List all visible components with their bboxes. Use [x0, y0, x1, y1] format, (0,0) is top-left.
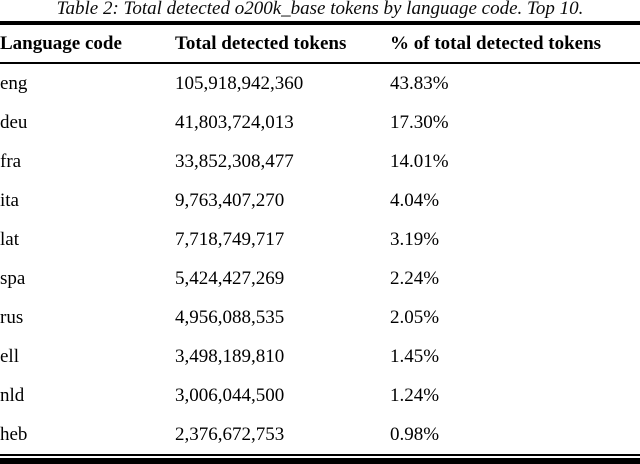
- tokens-cell: 4,956,088,535: [175, 306, 285, 328]
- percent-cell: 1.24%: [390, 384, 440, 406]
- table-row: nld 3,006,044,500 1.24%: [0, 376, 640, 415]
- table-top-rule: [0, 21, 640, 25]
- table-caption: Table 2: Total detected o200k_base token…: [56, 0, 584, 19]
- table-row: eng 105,918,942,360 43.83%: [0, 63, 640, 103]
- tokens-cell: 33,852,308,477: [175, 150, 294, 172]
- table-row: ell 3,498,189,810 1.45%: [0, 337, 640, 376]
- percent-cell: 17.30%: [390, 111, 449, 133]
- language-code-cell: rus: [0, 306, 24, 328]
- percent-cell: 1.45%: [390, 345, 440, 367]
- language-code-cell: ell: [0, 345, 19, 367]
- percent-cell: 2.24%: [390, 267, 440, 289]
- tokens-cell: 2,376,672,753: [175, 423, 285, 445]
- tokens-cell: 41,803,724,013: [175, 111, 294, 133]
- percent-cell: 14.01%: [390, 150, 449, 172]
- table-row: fra 33,852,308,477 14.01%: [0, 142, 640, 181]
- language-code-cell: lat: [0, 228, 19, 250]
- tokens-cell: 9,763,407,270: [175, 189, 285, 211]
- language-code-cell: heb: [0, 423, 28, 445]
- table-row: lat 7,718,749,717 3.19%: [0, 220, 640, 259]
- table-row: ita 9,763,407,270 4.04%: [0, 181, 640, 220]
- percent-cell: 43.83%: [390, 72, 449, 94]
- percent-cell: 4.04%: [390, 189, 440, 211]
- column-header-total-tokens: Total detected tokens: [175, 25, 390, 64]
- language-code-cell: nld: [0, 384, 25, 406]
- table-bottom-thick-rule: [0, 458, 640, 464]
- tokens-cell: 105,918,942,360: [175, 72, 304, 94]
- language-code-cell: spa: [0, 267, 26, 289]
- header-row: Language code Total detected tokens % of…: [0, 25, 640, 64]
- table-row: rus 4,956,088,535 2.05%: [0, 298, 640, 337]
- tokens-cell: 3,498,189,810: [175, 345, 285, 367]
- table-row: deu 41,803,724,013 17.30%: [0, 103, 640, 142]
- column-header-percent-tokens: % of total detected tokens: [390, 25, 640, 64]
- column-header-language-code: Language code: [0, 25, 175, 64]
- language-tokens-table: Language code Total detected tokens % of…: [0, 25, 640, 454]
- tokens-cell: 5,424,427,269: [175, 267, 285, 289]
- language-code-cell: eng: [0, 72, 28, 94]
- language-code-cell: fra: [0, 150, 22, 172]
- tokens-cell: 3,006,044,500: [175, 384, 285, 406]
- table-row: spa 5,424,427,269 2.24%: [0, 259, 640, 298]
- language-code-cell: ita: [0, 189, 19, 211]
- table-row: heb 2,376,672,753 0.98%: [0, 415, 640, 454]
- percent-cell: 0.98%: [390, 423, 440, 445]
- percent-cell: 3.19%: [390, 228, 440, 250]
- table-bottom-thin-rule: [0, 454, 640, 456]
- tokens-cell: 7,718,749,717: [175, 228, 285, 250]
- percent-cell: 2.05%: [390, 306, 440, 328]
- language-code-cell: deu: [0, 111, 28, 133]
